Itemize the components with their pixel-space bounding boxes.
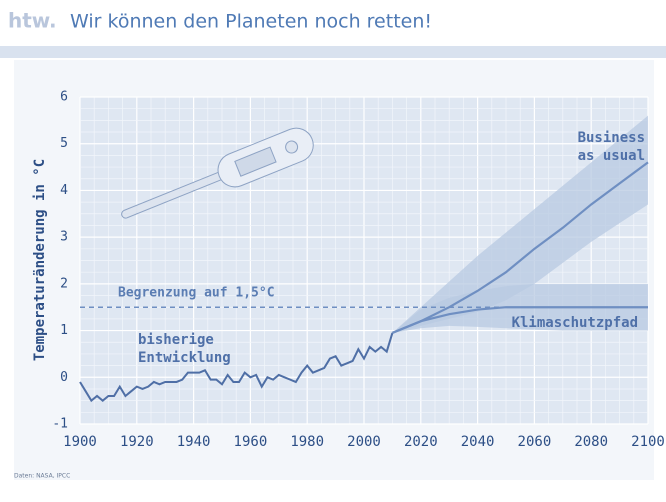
y-tick-label: 5 — [60, 136, 68, 151]
x-tick-label: 2100 — [631, 434, 665, 450]
y-tick-label: 4 — [60, 183, 68, 198]
slide: htw. Wir können den Planeten noch retten… — [0, 0, 666, 502]
annotation: as usual — [578, 148, 645, 164]
source: Daten: NASA, IPCC — [14, 473, 70, 480]
x-tick-label: 1920 — [120, 434, 154, 450]
annotation: Entwicklung — [138, 350, 231, 366]
author: Prof. Dr. Volker Quaschning — [579, 483, 660, 490]
y-tick-label: 0 — [60, 370, 68, 385]
annotation: Klimaschutzpfad — [512, 315, 638, 331]
x-tick-label: 2020 — [404, 434, 438, 450]
y-tick-label: -1 — [52, 417, 68, 432]
x-tick-label: 2000 — [347, 434, 381, 450]
annotation: bisherige — [138, 332, 214, 348]
x-tick-label: 1900 — [63, 434, 97, 450]
logo: htw. — [8, 9, 57, 33]
x-tick-label: 1980 — [290, 434, 324, 450]
y-tick-label: 2 — [60, 276, 68, 291]
limit-label: Begrenzung auf 1,5°C — [118, 286, 275, 301]
header-band — [0, 46, 666, 58]
y-tick-label: 6 — [60, 90, 68, 105]
y-tick-label: 1 — [60, 323, 68, 338]
slide-title: Wir können den Planeten noch retten! — [70, 11, 432, 33]
y-tick-label: 3 — [60, 230, 68, 245]
y-axis-label: Temperaturänderung in °C — [32, 159, 48, 361]
x-tick-label: 2040 — [461, 434, 495, 450]
plot: -1 0 1 2 3 4 5 6 1900 1920 1940 1960 1980 2000 2020 204… — [52, 90, 665, 451]
page: htw. Wir können den Planeten noch retten… — [0, 0, 666, 502]
x-tick-label: 2060 — [518, 434, 552, 450]
annotation: Business — [578, 130, 645, 146]
x-tick-label: 1940 — [177, 434, 211, 450]
x-tick-label: 2080 — [574, 434, 608, 450]
x-tick-label: 1960 — [234, 434, 268, 450]
